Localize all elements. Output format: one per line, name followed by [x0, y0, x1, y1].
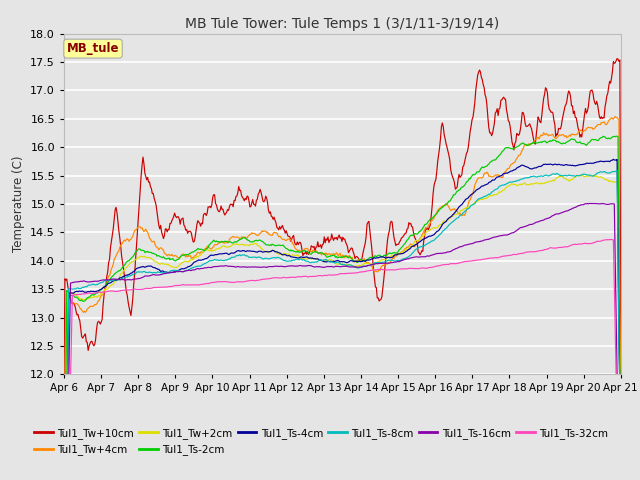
Y-axis label: Temperature (C): Temperature (C) [12, 156, 25, 252]
Legend: Tul1_Tw+10cm, Tul1_Tw+4cm, Tul1_Tw+2cm, Tul1_Ts-2cm, Tul1_Ts-4cm, Tul1_Ts-8cm, T: Tul1_Tw+10cm, Tul1_Tw+4cm, Tul1_Tw+2cm, … [30, 424, 612, 459]
Title: MB Tule Tower: Tule Temps 1 (3/1/11-3/19/14): MB Tule Tower: Tule Temps 1 (3/1/11-3/19… [185, 17, 500, 31]
Text: MB_tule: MB_tule [67, 42, 119, 55]
